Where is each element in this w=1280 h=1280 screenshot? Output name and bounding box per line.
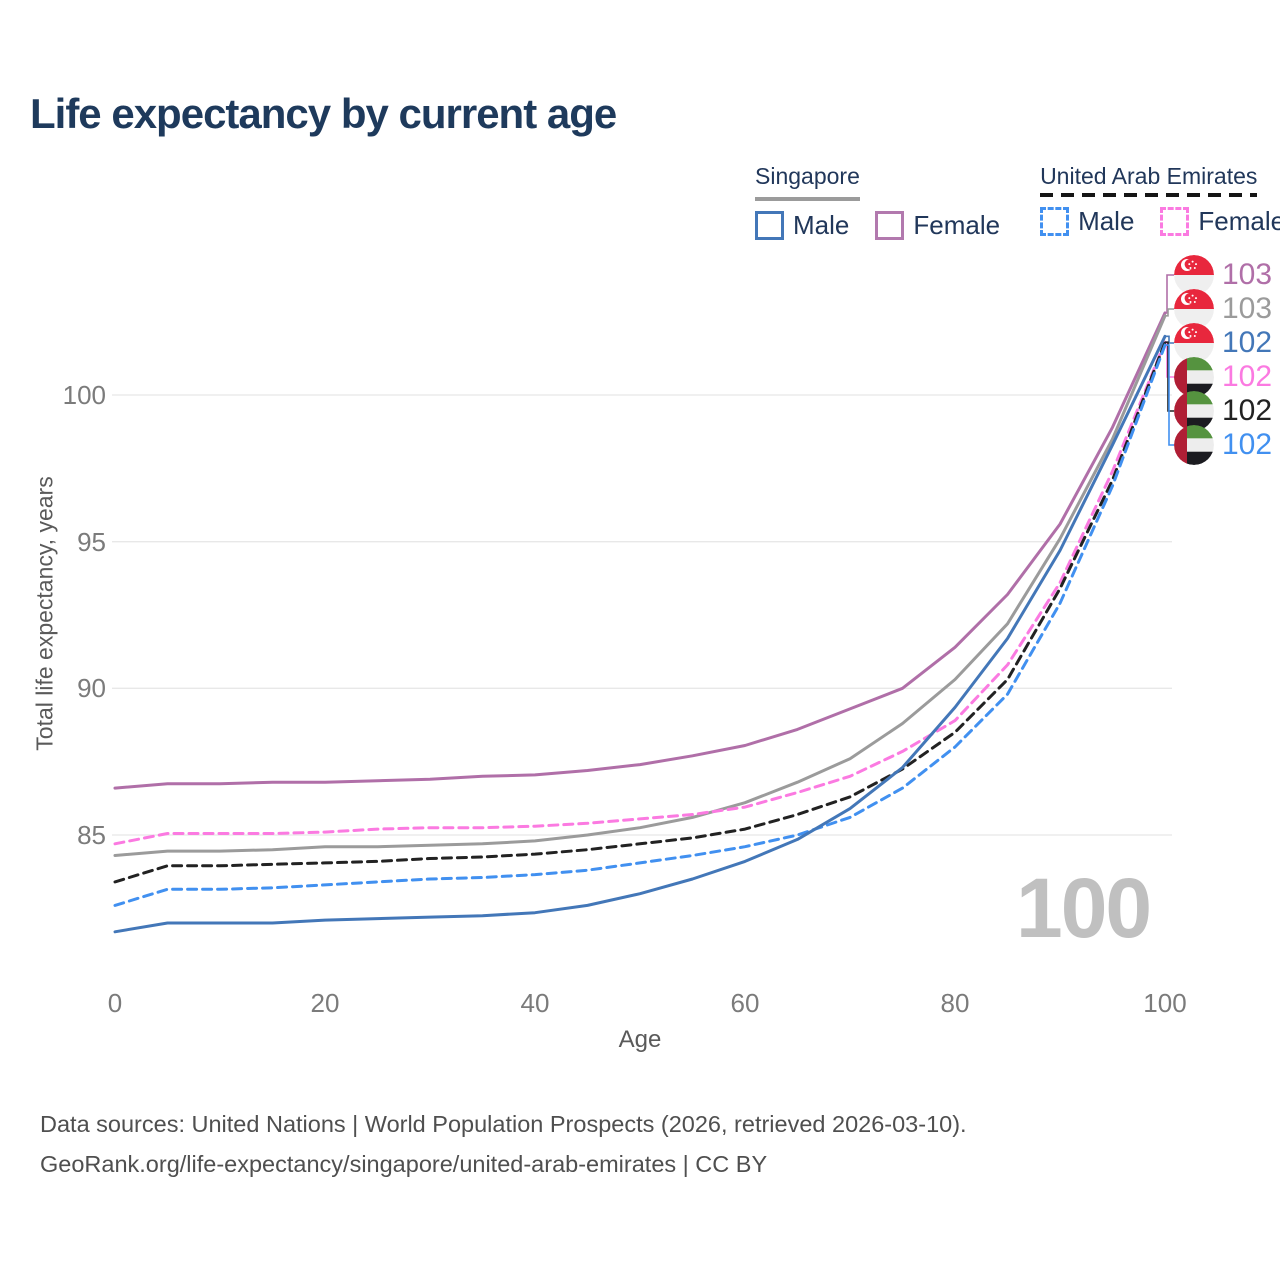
y-tick-100: 100 [62,380,106,410]
series-line-singapore_male [113,334,1167,934]
endpoint-connector-uae_both [1165,341,1174,412]
endpoint-label-uae-both: 102 [1174,391,1272,431]
x-tick-40: 40 [520,988,550,1018]
endpoint-connector-singapore_female [1165,274,1174,314]
legend: Singapore Male Female United Arab Emirat… [755,163,1280,241]
legend-item-uae-female[interactable]: Female [1160,206,1280,237]
endpoint-value: 103 [1222,258,1273,291]
series-line-uae_female [113,340,1167,846]
legend-item-uae-male[interactable]: Male [1040,206,1134,237]
legend-group-uae: United Arab Emirates Male Female [1040,163,1280,241]
x-tick-80: 80 [940,988,970,1018]
endpoint-label-uae-female: 102 [1174,357,1272,397]
endpoint-connector-singapore_both [1165,308,1174,317]
series-line-uae_male [113,343,1167,907]
endpoint-label-singapore-male: 102 [1174,323,1272,363]
singapore-flag-icon [1174,255,1214,295]
attribution-line: GeoRank.org/life-expectancy/singapore/un… [40,1151,768,1177]
legend-country-uae: United Arab Emirates [1040,163,1258,197]
endpoint-connector-uae_male [1165,344,1174,446]
singapore-flag-icon [1174,289,1214,329]
x-tick-60: 60 [730,988,760,1018]
y-tick-85: 85 [77,820,106,850]
endpoint-label-singapore-female: 103 [1174,255,1272,295]
y-tick-95: 95 [77,527,106,557]
endpoint-label-uae-male: 102 [1174,425,1272,465]
x-tick-100: 100 [1143,988,1187,1018]
y-tick-90: 90 [77,673,106,703]
series-line-uae_both [113,340,1167,884]
uae-male-swatch-icon [1040,207,1070,236]
x-tick-0: 0 [107,988,123,1018]
endpoint-value: 102 [1222,326,1273,359]
uae-flag-icon [1174,425,1214,465]
legend-item-singapore-female[interactable]: Female [875,210,1000,241]
legend-group-singapore: Singapore Male Female [755,163,1000,241]
x-axis-title: Age [618,1026,662,1053]
singapore-female-swatch-icon [875,211,905,240]
data-sources-line: Data sources: United Nations | World Pop… [40,1111,967,1137]
endpoint-value: 102 [1222,428,1273,461]
endpoint-value: 102 [1222,360,1273,393]
watermark-100: 100 [1016,861,1152,955]
x-tick-20: 20 [310,988,340,1018]
uae-female-swatch-icon [1160,207,1190,236]
endpoint-connector-singapore_male [1165,335,1174,344]
endpoint-value: 103 [1222,292,1273,325]
legend-country-singapore: Singapore [755,163,860,201]
legend-item-singapore-male[interactable]: Male [755,210,849,241]
endpoint-label-singapore-both: 103 [1174,289,1272,329]
page-title: Life expectancy by current age [30,90,617,137]
footer: Data sources: United Nations | World Pop… [40,1104,967,1184]
singapore-flag-icon [1174,323,1214,363]
endpoint-value: 102 [1222,394,1273,427]
singapore-male-swatch-icon [755,211,784,240]
series-line-singapore_female [113,311,1167,790]
series-line-singapore_both [113,314,1167,857]
